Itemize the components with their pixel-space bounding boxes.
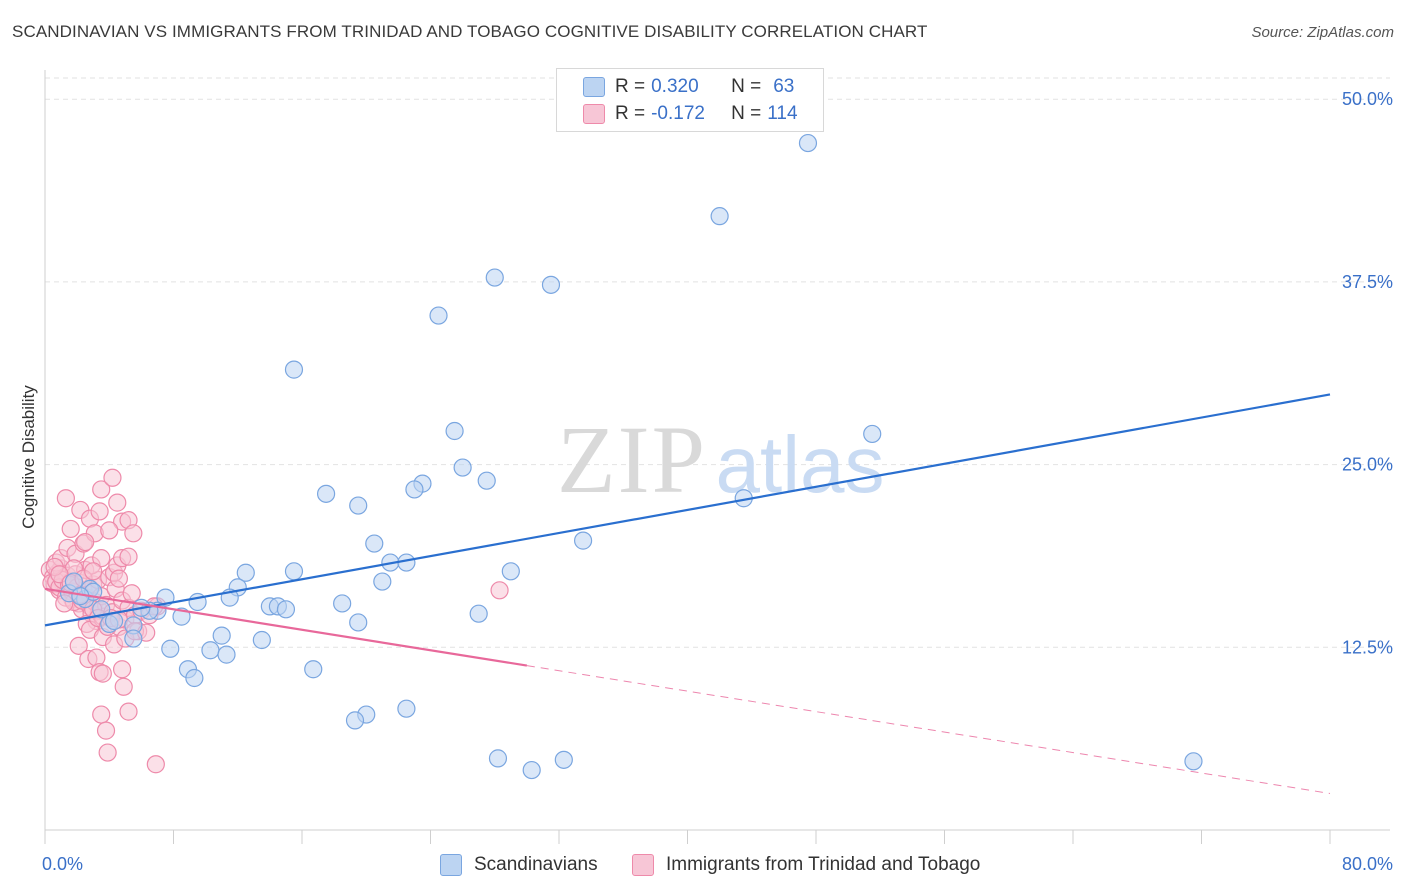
pink-data-point [122,584,141,603]
blue-data-point [541,275,561,294]
n-label: N = [731,76,762,97]
blue-data-point [554,750,573,769]
blue-data-point [453,458,472,477]
blue-data-point [316,484,336,503]
watermark: ZIP atlas [557,406,884,513]
blue-swatch [440,854,462,876]
x-tick-label: 80.0% [1342,854,1393,874]
chart-source: Source: ZipAtlas.com [1251,24,1394,41]
blue-data-point [469,604,488,623]
blue-data-point [477,471,496,490]
blue-data-point [429,306,448,325]
blue-data-point [488,749,508,768]
pink-data-point [93,664,112,683]
legend-row-trinidad: R = -0.172 N = 114 [583,102,798,126]
pink-data-point [124,524,143,543]
n-value: 63 [773,76,795,97]
pink-data-point [100,521,119,540]
pink-data-point [103,468,122,487]
blue-data-point [212,626,231,645]
pink-swatch [632,854,654,876]
blue-data-point [276,600,296,619]
pink-trend-extension [526,665,1331,794]
blue-data-point [345,711,365,730]
y-tick-label: 50.0% [1342,89,1393,109]
n-label: N = [731,103,762,124]
blue-data-point [349,613,368,632]
y-tick-label: 25.0% [1342,455,1393,475]
blue-data-point [201,641,220,660]
y-tick-label: 37.5% [1342,272,1393,292]
pink-data-point [56,489,75,508]
tick-labels: 12.5% 25.0% 37.5% 50.0% 0.0% 80.0% [42,89,1393,874]
correlation-legend: R = 0.320 N = 63 R = -0.172 N = 114 [556,68,824,132]
blue-data-point [185,668,204,688]
pink-data-point [90,502,109,521]
x-tick-label: 0.0% [42,854,83,874]
pink-data-point [146,755,165,774]
blue-data-point [1184,752,1203,771]
blue-data-point [349,496,368,515]
pink-data-point [92,480,111,499]
trend-lines [44,393,1331,794]
r-label: R = [615,103,646,124]
blue-data-point [333,594,352,613]
pink-data-point [84,562,103,581]
legend-label: Immigrants from Trinidad and Tobago [666,854,981,875]
blue-data-point [710,207,729,226]
pink-data-point [96,721,116,740]
blue-data-point [373,572,392,591]
blue-data-point [501,562,520,581]
blue-data-point [445,421,464,441]
pink-data-point [108,493,127,512]
pink-data-point [114,677,133,696]
pink-data-point [61,519,80,539]
blue-data-point [284,562,304,581]
n-value: 114 [767,103,798,124]
pink-data-point [119,702,138,721]
watermark-zip: ZIP [557,406,707,513]
legend-label: Scandinavians [474,854,598,875]
blue-data-point [236,563,255,582]
blue-data-point [798,133,818,153]
blue-data-point [124,629,143,648]
blue-swatch [583,77,605,97]
blue-trend-line [44,393,1331,627]
pink-data-point [92,549,111,568]
blue-data-point [252,630,271,650]
blue-data-point [397,699,416,718]
pink-data-point [98,743,117,762]
legend-row-scandinavian: R = 0.320 N = 63 [583,75,794,99]
pink-trend-line [44,587,528,667]
legend-item-scandinavians: Scandinavians [440,852,598,878]
blue-data-point [161,639,180,658]
r-value: -0.172 [651,103,705,124]
r-value: 0.320 [651,76,699,97]
blue-data-point [365,534,384,553]
blue-data-point [522,760,541,780]
legend-item-trinidad: Immigrants from Trinidad and Tobago [632,852,980,878]
blue-data-point [405,480,424,499]
pink-data-point [119,547,138,566]
blue-data-point [573,531,593,550]
chart-title: SCANDINAVIAN VS IMMIGRANTS FROM TRINIDAD… [12,22,928,41]
pink-data-point [109,569,128,588]
blue-data-point [485,268,504,287]
pink-data-point [92,705,111,724]
axes [44,70,1390,844]
blue-data-point [217,645,236,664]
pink-swatch [583,104,605,124]
y-tick-label: 12.5% [1342,637,1393,657]
blue-data-point [284,360,304,379]
y-axis-label: Cognitive Disability [19,385,38,529]
pink-data-point [69,636,88,655]
pink-data-point [490,581,509,600]
pink-data-point [76,532,95,552]
blue-data-point [863,424,882,444]
grid-lines [45,77,1390,648]
pink-data-point [112,660,132,679]
r-label: R = [615,76,646,97]
blue-data-point [304,660,323,679]
